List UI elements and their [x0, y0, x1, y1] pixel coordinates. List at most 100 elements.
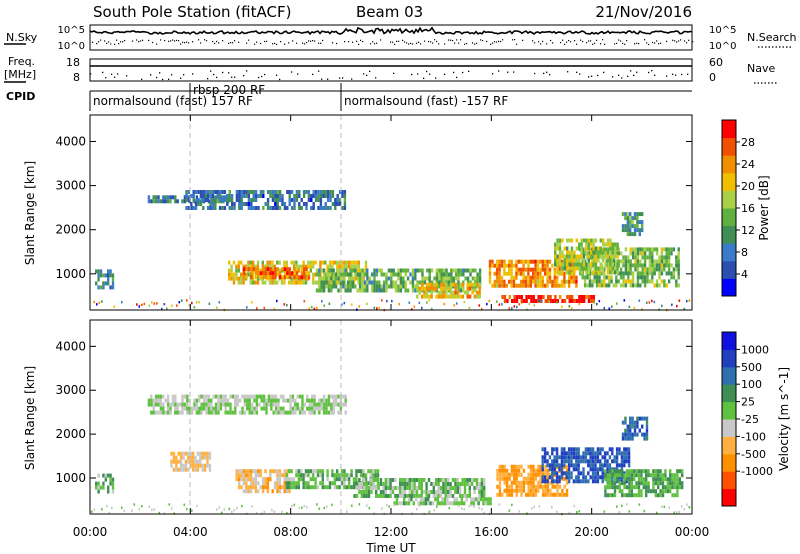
- heatmap-cell-7: [537, 488, 540, 493]
- heatmap-cell-7: [532, 275, 535, 280]
- heatmap-cell-5: [397, 288, 400, 293]
- heatmap-cell-2: [332, 394, 335, 399]
- heatmap-cell-2: [157, 402, 160, 407]
- heatmap-cell-2: [266, 206, 270, 210]
- heatmap-cell-4: [295, 473, 298, 478]
- heatmap-cell-9: [595, 275, 599, 280]
- heatmap-cell-5: [370, 284, 374, 289]
- heatmap-cell-4: [312, 485, 315, 490]
- heatmap-cell-5: [447, 478, 450, 482]
- heatmap-cell-7: [563, 283, 566, 288]
- heatmap-cell-7: [522, 488, 526, 493]
- heatmap-cell-4: [364, 477, 368, 482]
- heatmap-cell-1: [206, 455, 209, 460]
- heatmap-cell-3: [307, 260, 310, 265]
- heatmap-cell-9: [630, 469, 633, 474]
- heatmap-cell-10: [568, 254, 571, 259]
- heatmap-cell-10: [575, 238, 578, 243]
- heatmap-cell-9: [677, 275, 680, 280]
- heatmap-cell-7: [522, 468, 526, 473]
- heatmap-cell-7: [544, 259, 547, 264]
- ground-scatter-cell: [638, 299, 641, 302]
- heatmap-cell-6: [476, 290, 479, 295]
- heatmap-cell-9: [628, 493, 631, 498]
- heatmap-cell-9: [606, 477, 609, 482]
- heatmap-cell-2: [276, 206, 279, 210]
- heatmap-cell-6: [446, 501, 449, 506]
- heatmap-cell-5: [473, 490, 476, 494]
- heatmap-cell-2: [166, 406, 170, 411]
- heatmap-cell-2: [330, 402, 333, 407]
- heatmap-cell-11: [624, 216, 627, 221]
- heatmap-cell-9: [631, 279, 635, 284]
- heatmap-cell-4: [333, 485, 336, 490]
- heatmap-cell-6: [449, 282, 453, 287]
- nave-dot: [627, 75, 629, 78]
- heatmap-cell-2: [186, 398, 189, 403]
- ground-scatter-cell: [236, 506, 238, 510]
- heatmap-cell-2: [276, 198, 279, 202]
- heatmap-cell-9: [613, 469, 617, 474]
- heatmap-cell-9: [643, 255, 647, 260]
- heatmap-cell-3: [281, 473, 284, 478]
- heatmap-cell-2: [150, 394, 153, 399]
- ground-scatter-cell: [281, 510, 283, 514]
- heatmap-cell-5: [322, 284, 326, 289]
- heatmap-cell-5: [361, 280, 364, 285]
- heatmap-cell-4: [288, 275, 291, 280]
- heatmap-cell-9: [598, 283, 601, 288]
- sky-right-label: N.Search: [747, 31, 797, 44]
- heatmap-cell-3: [252, 477, 255, 482]
- heatmap-cell-2: [324, 190, 327, 194]
- heatmap-cell-3: [360, 268, 363, 273]
- heatmap-cell-5: [390, 268, 393, 273]
- heatmap-cell-2: [274, 402, 278, 407]
- heatmap-cell-2: [302, 190, 306, 194]
- ground-scatter-cell: [678, 510, 681, 514]
- heatmap-cell-6: [440, 286, 443, 291]
- x-tick-label: 04:00: [173, 525, 208, 539]
- heatmap-cell-5: [399, 284, 403, 289]
- heatmap-cell-5: [411, 490, 414, 494]
- heatmap-cell-9: [660, 251, 664, 256]
- heatmap-cell-2: [329, 198, 332, 202]
- heatmap-cell-2: [326, 206, 330, 210]
- heatmap-cell-2: [308, 406, 311, 411]
- heatmap-cell-1: [203, 455, 207, 460]
- heatmap-cell-8: [582, 471, 585, 476]
- search-noise-dot: [396, 40, 398, 42]
- ground-scatter-cell: [668, 506, 671, 509]
- heatmap-cell-2: [174, 398, 177, 403]
- heatmap-cell-2: [195, 398, 199, 403]
- heatmap-cell-2: [230, 206, 234, 210]
- heatmap-cell-2: [250, 402, 254, 407]
- heatmap-cell-4: [302, 481, 305, 486]
- heatmap-cell-9: [607, 283, 611, 288]
- heatmap-cell-2: [313, 398, 316, 403]
- heatmap-cell-10: [636, 420, 639, 425]
- heatmap-cell-3: [276, 481, 279, 486]
- nave-dot: [291, 71, 293, 73]
- heatmap-cell-5: [320, 288, 323, 293]
- heatmap-cell-7: [505, 476, 509, 481]
- heatmap-cell-5: [411, 486, 414, 490]
- heatmap-cell-5: [478, 490, 481, 494]
- heatmap-cell-2: [229, 394, 232, 399]
- heatmap-cell-8: [594, 475, 597, 480]
- ground-scatter-cell: [411, 308, 413, 311]
- heatmap-cell-10: [566, 258, 569, 263]
- heatmap-cell-7: [505, 488, 509, 493]
- nave-dot: [102, 71, 104, 74]
- heatmap-cell-7: [527, 480, 530, 485]
- ground-scatter-cell: [508, 307, 511, 310]
- heatmap-cell-3: [333, 272, 336, 277]
- heatmap-cell-2: [301, 398, 304, 403]
- ground-scatter-cell: [106, 504, 108, 508]
- heatmap-cell-3: [326, 268, 329, 273]
- ground-scatter-cell: [421, 306, 423, 310]
- heatmap-cell-2: [242, 194, 246, 198]
- heatmap-cell-5: [408, 494, 411, 498]
- heatmap-cell-5: [459, 288, 463, 293]
- heatmap-cell-10: [587, 246, 590, 251]
- heatmap-cell-2: [248, 402, 251, 407]
